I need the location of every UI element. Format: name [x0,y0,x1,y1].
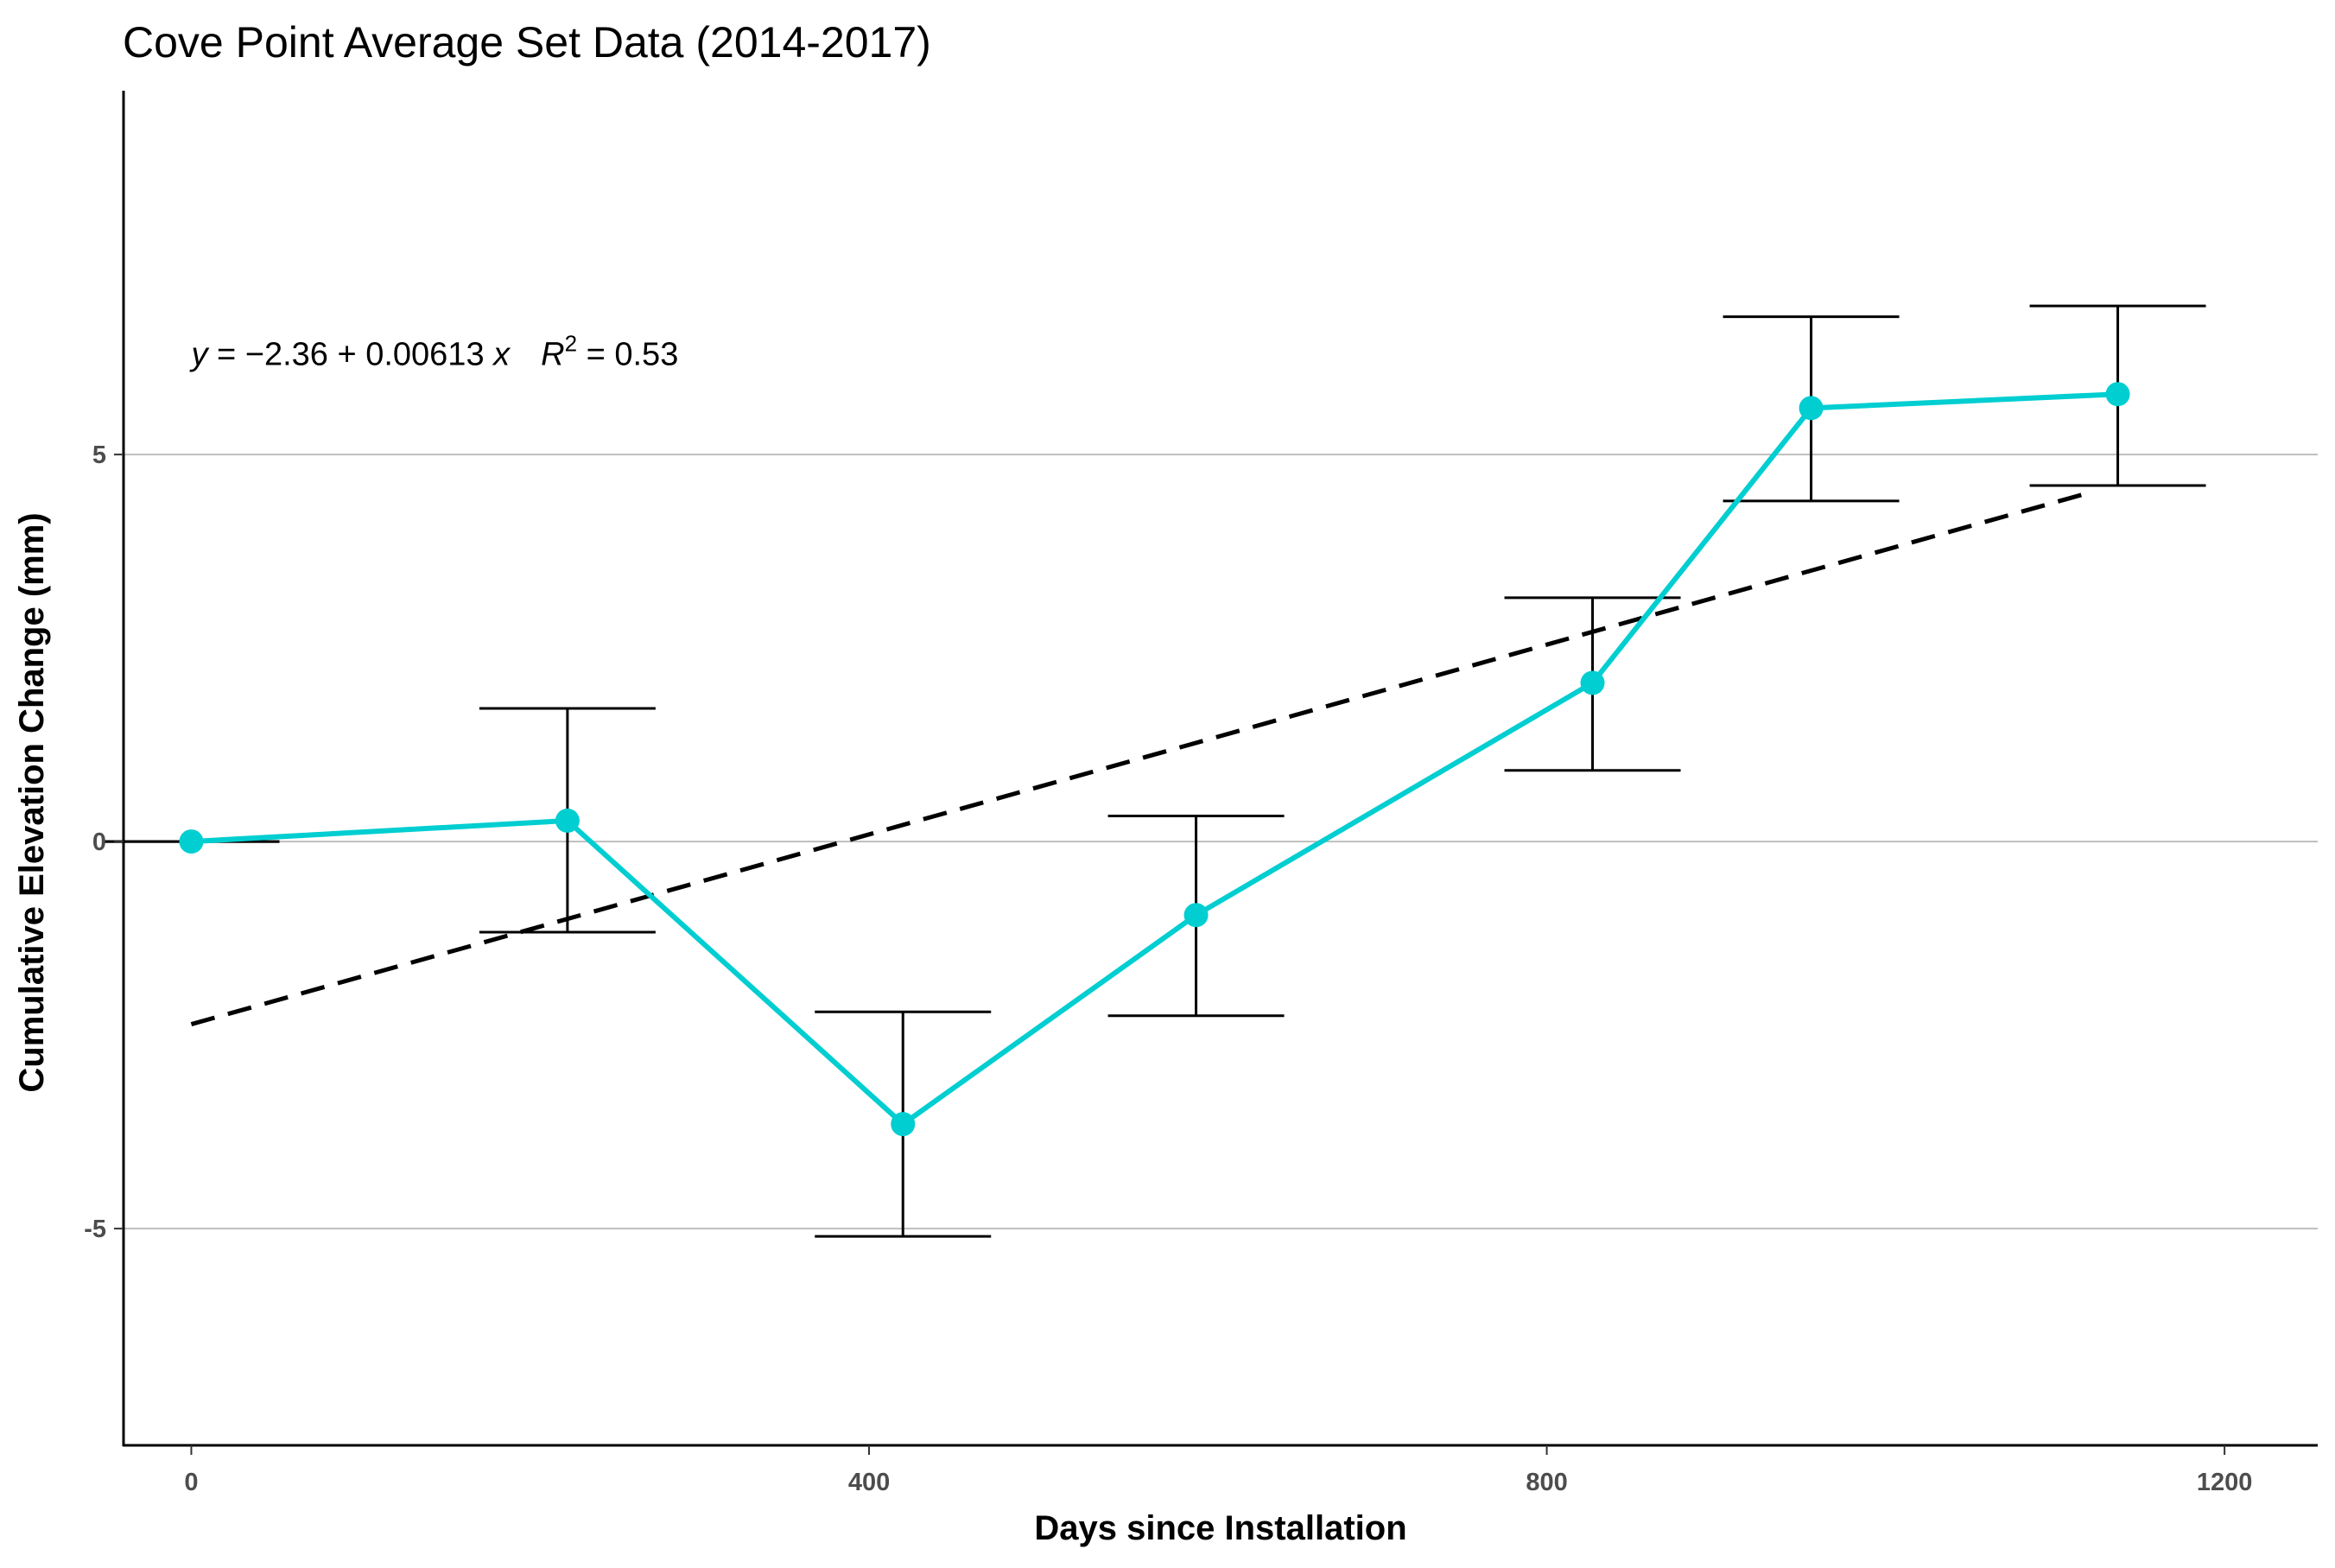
data-point [1799,396,1824,421]
y-axis-title: Cumulative Elevation Change (mm) [13,512,51,1092]
eq-r-value: = 0.53 [577,337,678,373]
x-tick-label-400: 400 [848,1469,890,1496]
data-point [555,808,580,833]
axes [114,91,2318,1455]
error-bars [103,304,2206,1238]
tick-labels: 0 400 800 1200 -5 0 5 [84,441,2252,1496]
eq-r-var: R [541,337,564,373]
trendline-group [190,491,2090,1026]
eq-body: = −2.36 + 0.00613 [207,337,493,373]
chart-title-group: Cove Point Average Set Data (2014-2017) [123,18,931,67]
x-axis-title: Days since Installation [1034,1509,1406,1547]
x-tick-label-800: 800 [1526,1469,1567,1496]
x-tick-label-0: 0 [184,1469,198,1496]
y-tick-label--5: -5 [84,1216,106,1243]
data-point [1183,903,1209,928]
trendline [190,491,2090,1026]
data-points [179,382,2130,1137]
y-tick-label-0: 0 [92,828,106,856]
eq-y-var: y [188,337,209,373]
chart-title: Cove Point Average Set Data (2014-2017) [123,18,931,67]
eq-r-exponent: 2 [565,331,577,357]
data-point [1580,670,1605,695]
data-point [179,829,204,854]
gridlines [124,454,2318,1230]
y-tick-label-5: 5 [92,441,106,469]
eq-x-var: x [492,337,511,373]
x-tick-label-1200: 1200 [2197,1469,2253,1496]
regression-equation: y = −2.36 + 0.00613 x R2 = 0.53 [188,331,678,373]
data-point [2105,382,2130,407]
data-point [891,1112,916,1137]
